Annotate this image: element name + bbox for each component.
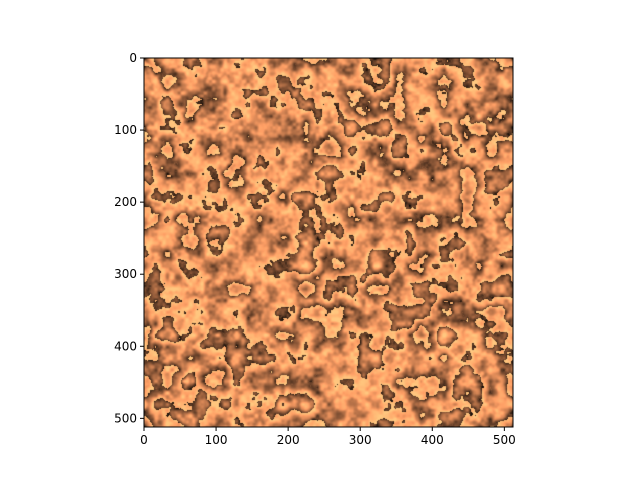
y-tick-label: 300 xyxy=(114,267,137,281)
heatmap-image xyxy=(144,58,513,427)
y-tick-label: 100 xyxy=(114,123,137,137)
y-tick-label: 0 xyxy=(129,51,137,65)
y-tick-label: 400 xyxy=(114,339,137,353)
x-tick-label: 0 xyxy=(140,433,148,447)
x-tick-label: 200 xyxy=(277,433,300,447)
x-tick-label: 400 xyxy=(421,433,444,447)
y-axis: 0 100 200 300 400 500 xyxy=(114,51,144,425)
plot-frame xyxy=(143,57,514,428)
y-tick-label: 500 xyxy=(114,411,137,425)
x-tick-label: 100 xyxy=(205,433,228,447)
x-axis: 0 100 200 300 400 500 xyxy=(140,427,516,447)
x-tick-label: 300 xyxy=(349,433,372,447)
y-tick-label: 200 xyxy=(114,195,137,209)
x-tick-label: 500 xyxy=(493,433,516,447)
